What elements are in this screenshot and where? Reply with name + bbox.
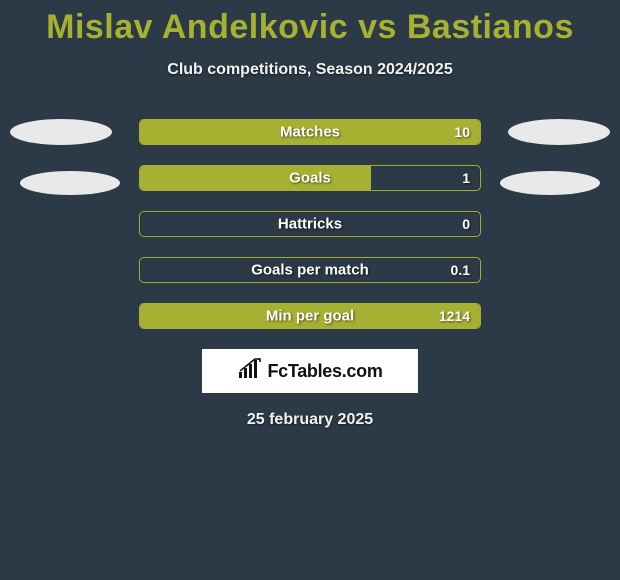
stat-fill xyxy=(140,166,371,190)
stat-value: 1 xyxy=(462,170,470,186)
stat-row: Goals1 xyxy=(139,165,481,191)
stat-row: Goals per match0.1 xyxy=(139,257,481,283)
date-line: 25 february 2025 xyxy=(0,411,620,429)
stat-value: 0 xyxy=(462,216,470,232)
logo-text: FcTables.com xyxy=(267,361,382,382)
side-ellipse xyxy=(20,171,120,195)
stat-row: Matches10 xyxy=(139,119,481,145)
logo-box: FcTables.com xyxy=(202,349,418,393)
page-title: Mislav Andelkovic vs Bastianos xyxy=(0,0,620,47)
stat-value: 0.1 xyxy=(451,262,470,278)
subtitle: Club competitions, Season 2024/2025 xyxy=(0,61,620,79)
stats-container: Matches10 Goals1 Hattricks0 Goals per match… xyxy=(0,119,620,329)
stat-row: Min per goal1214 xyxy=(139,303,481,329)
stat-row: Hattricks0 xyxy=(139,211,481,237)
stat-label: Hattricks xyxy=(140,216,480,233)
side-ellipse xyxy=(10,119,112,145)
side-ellipse xyxy=(508,119,610,145)
stat-label: Goals per match xyxy=(140,262,480,279)
side-ellipse xyxy=(500,171,600,195)
stat-fill xyxy=(140,120,480,144)
stat-fill xyxy=(140,304,480,328)
chart-icon xyxy=(237,358,263,385)
